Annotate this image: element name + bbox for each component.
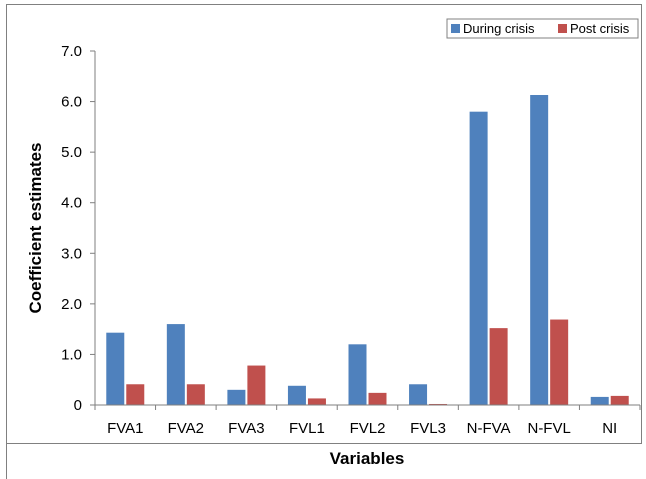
y-tick-label: 0 [74, 397, 82, 414]
y-axis-ticks: 0 1.0 2.0 3.0 4.0 5.0 6.0 7.0 [61, 43, 95, 414]
legend-swatch-during-crisis [451, 24, 460, 33]
bar-post-crisis-fvl2 [368, 392, 387, 405]
y-tick-label: 2.0 [61, 296, 82, 313]
bar-post-crisis-n-fvl [550, 319, 569, 405]
y-tick-label: 1.0 [61, 346, 82, 363]
bar-during-crisis-fva1 [106, 332, 125, 405]
bar-during-crisis-fvl2 [348, 344, 367, 405]
bar-post-crisis-fvl1 [307, 398, 326, 405]
bar-during-crisis-ni [590, 396, 609, 405]
x-tick-label: FVA2 [168, 420, 204, 437]
bar-during-crisis-fvl3 [409, 384, 428, 405]
bar-post-crisis-fva1 [126, 384, 145, 405]
legend-swatch-post-crisis [558, 24, 567, 33]
legend: During crisis Post crisis [446, 18, 639, 39]
x-tick-label: N-FVA [467, 420, 511, 437]
bar-during-crisis-fva3 [227, 389, 246, 405]
legend-label-post-crisis: Post crisis [570, 21, 630, 36]
y-axis-title: Coefficient estimates [26, 143, 45, 314]
bars [106, 94, 629, 406]
x-tick-label: FVL1 [289, 420, 325, 437]
x-tick-label: FVL2 [350, 420, 386, 437]
x-tick-label: FVA3 [228, 420, 264, 437]
x-tick-label: N-FVL [527, 420, 570, 437]
x-tick-label: FVA1 [107, 420, 143, 437]
bar-during-crisis-n-fva [469, 111, 488, 405]
legend-label-during-crisis: During crisis [463, 21, 535, 36]
bar-post-crisis-fvl3 [429, 403, 448, 405]
bar-post-crisis-fva2 [186, 384, 205, 405]
x-tick-label: FVL3 [410, 420, 446, 437]
x-tick-label: NI [602, 420, 617, 437]
y-tick-label: 7.0 [61, 43, 82, 60]
y-tick-label: 5.0 [61, 144, 82, 161]
x-axis-ticks: FVA1 FVA2 FVA3 FVL1 FVL2 FVL3 N-FVA N-FVL NI [94, 405, 641, 437]
bar-during-crisis-fva2 [166, 324, 185, 405]
bar-post-crisis-fva3 [247, 365, 266, 405]
bar-post-crisis-ni [610, 395, 629, 405]
bar-during-crisis-fvl1 [287, 385, 306, 405]
y-tick-label: 4.0 [61, 195, 82, 212]
y-tick-label: 6.0 [61, 94, 82, 111]
bar-post-crisis-n-fva [489, 328, 508, 405]
bar-during-crisis-n-fvl [530, 94, 549, 406]
y-tick-label: 3.0 [61, 245, 82, 262]
x-axis-title: Variables [330, 449, 405, 468]
legend-box [446, 18, 639, 39]
